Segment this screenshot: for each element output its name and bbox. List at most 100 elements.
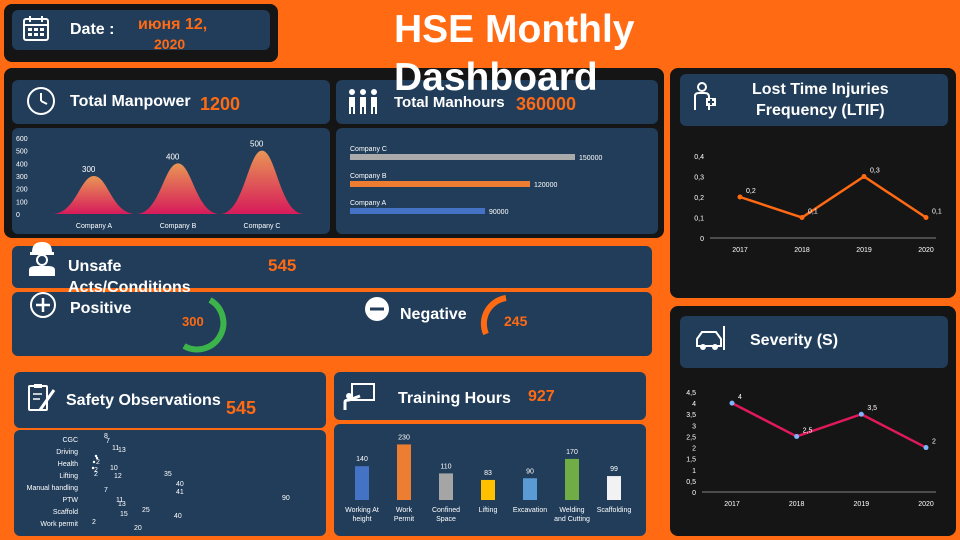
negative-value: 245 bbox=[504, 313, 528, 329]
category-label-line2: and Cutting bbox=[554, 516, 590, 523]
category-label: Company C bbox=[244, 223, 281, 230]
minus-icon bbox=[365, 297, 389, 321]
ytick-label: 1,5 bbox=[686, 457, 696, 464]
category-label: Work permit bbox=[40, 521, 78, 528]
bar bbox=[523, 478, 537, 500]
manpower-value: 1200 bbox=[200, 94, 241, 114]
category-label: Lifting bbox=[479, 507, 498, 514]
data-label: 110 bbox=[440, 463, 451, 470]
category-label-line2: height bbox=[352, 516, 371, 523]
worker-icon bbox=[29, 242, 55, 276]
data-point bbox=[95, 456, 99, 460]
clipboard-pen-icon bbox=[28, 384, 56, 411]
series-line bbox=[739, 175, 927, 219]
training-chart: 140 Working At height 230 Work Permit 110 Confi… bbox=[345, 434, 632, 523]
data-label: 150000 bbox=[579, 155, 602, 162]
injured-person-icon bbox=[694, 82, 716, 110]
data-label: 230 bbox=[398, 434, 410, 441]
ytick-label: 0,3 bbox=[694, 175, 704, 182]
xtick-label: 2018 bbox=[794, 247, 810, 254]
safety-value: 545 bbox=[226, 398, 257, 418]
calendar-icon bbox=[23, 16, 49, 41]
data-label: 13 bbox=[118, 447, 126, 454]
category-label: CGC bbox=[62, 437, 78, 444]
training-panel: Training Hours 927 bbox=[334, 372, 646, 420]
data-label: 99 bbox=[610, 466, 618, 473]
data-point bbox=[729, 400, 735, 406]
negative-ring bbox=[480, 295, 507, 336]
ytick-label: 2,5 bbox=[686, 434, 696, 441]
xtick-label: 2017 bbox=[732, 247, 748, 254]
data-point bbox=[923, 215, 929, 220]
bar bbox=[350, 154, 575, 160]
training-value: 927 bbox=[528, 388, 555, 405]
ytick-label: 600 bbox=[16, 136, 28, 143]
bar bbox=[350, 181, 530, 187]
data-label: 0,1 bbox=[808, 209, 818, 216]
ytick-label: 0 bbox=[700, 236, 704, 243]
ytick-label: 0,4 bbox=[694, 154, 704, 161]
ytick-label: 0,1 bbox=[694, 216, 704, 223]
category-label-line2: Permit bbox=[394, 516, 414, 523]
xtick-label: 2019 bbox=[856, 247, 872, 254]
manpower-panel: Total Manpower 1200 bbox=[12, 80, 330, 124]
category-label: Company A bbox=[350, 200, 387, 207]
data-label: 12 bbox=[114, 473, 122, 480]
negative-label: Negative bbox=[400, 306, 467, 323]
positive-ring bbox=[182, 297, 227, 353]
ytick-label: 1 bbox=[692, 468, 696, 475]
category-label: Working At bbox=[345, 507, 379, 514]
data-label: 40 bbox=[174, 513, 182, 520]
data-label: 0,2 bbox=[746, 188, 756, 195]
bar bbox=[350, 208, 485, 214]
unsafe-label-line2: Acts/Conditions bbox=[68, 279, 191, 296]
category-label: Health bbox=[58, 461, 78, 468]
presentation-icon bbox=[343, 383, 375, 410]
category-label: Scaffold bbox=[53, 509, 78, 516]
data-label: 4 bbox=[738, 394, 742, 401]
area-peak bbox=[136, 163, 220, 214]
ytick-label: 0,2 bbox=[694, 195, 704, 202]
ytick-label: 3 bbox=[692, 423, 696, 430]
safety-chart: CGC Driving Health Lifting Manual handling PT… bbox=[27, 433, 290, 532]
data-label: 10 bbox=[110, 465, 118, 472]
severity-chart: 4,5 4 3,5 3 2,5 2 1,5 1 0,5 0 4 2017 2,5 2018 3,5 2019 2… bbox=[686, 390, 936, 508]
category-label: Excavation bbox=[513, 507, 547, 514]
ltif-chart: 0,4 0,3 0,2 0,1 0 0,2 2017 0,1 2018 0,3 2019 0,1 202… bbox=[694, 154, 942, 254]
bar bbox=[397, 444, 411, 500]
ytick-label: 400 bbox=[16, 161, 28, 168]
data-label: 7 bbox=[106, 438, 110, 445]
data-label: 2,5 bbox=[803, 427, 813, 434]
category-label: Company C bbox=[350, 146, 387, 153]
ytick-label: 500 bbox=[16, 149, 28, 156]
data-label: 2 bbox=[94, 471, 98, 478]
ltif-panel: Lost Time Injuries Frequency (LTIF) bbox=[680, 74, 948, 126]
data-label: 83 bbox=[484, 470, 492, 477]
data-label: 300 bbox=[82, 165, 96, 174]
category-label: Scaffolding bbox=[597, 507, 632, 514]
severity-title: Severity (S) bbox=[750, 332, 839, 349]
data-point bbox=[94, 454, 98, 458]
category-label: Welding bbox=[559, 507, 584, 514]
data-label: 40 bbox=[176, 481, 184, 488]
data-label: 2 bbox=[94, 467, 98, 474]
ytick-label: 200 bbox=[16, 187, 28, 194]
ltif-title-line1: Lost Time Injuries bbox=[752, 81, 889, 98]
unsafe-label-line1: Unsafe bbox=[68, 258, 122, 275]
xtick-label: 2020 bbox=[918, 247, 934, 254]
date-label: Date : bbox=[70, 21, 115, 38]
area-peak bbox=[220, 150, 304, 214]
xtick-label: 2018 bbox=[789, 501, 805, 508]
training-label: Training Hours bbox=[398, 390, 511, 407]
category-label-line2: Space bbox=[436, 516, 456, 523]
data-label: 11 bbox=[116, 497, 123, 504]
manhours-chart: Company C 150000 Company B 120000 Company A 9… bbox=[350, 146, 602, 216]
bar bbox=[355, 466, 369, 500]
data-point bbox=[794, 433, 800, 439]
manhours-value: 360000 bbox=[516, 94, 577, 114]
area-peak bbox=[52, 176, 136, 214]
positive-label: Positive bbox=[70, 300, 132, 317]
data-label: 170 bbox=[566, 449, 578, 456]
ytick-label: 0 bbox=[692, 490, 696, 497]
people-icon bbox=[349, 89, 377, 114]
